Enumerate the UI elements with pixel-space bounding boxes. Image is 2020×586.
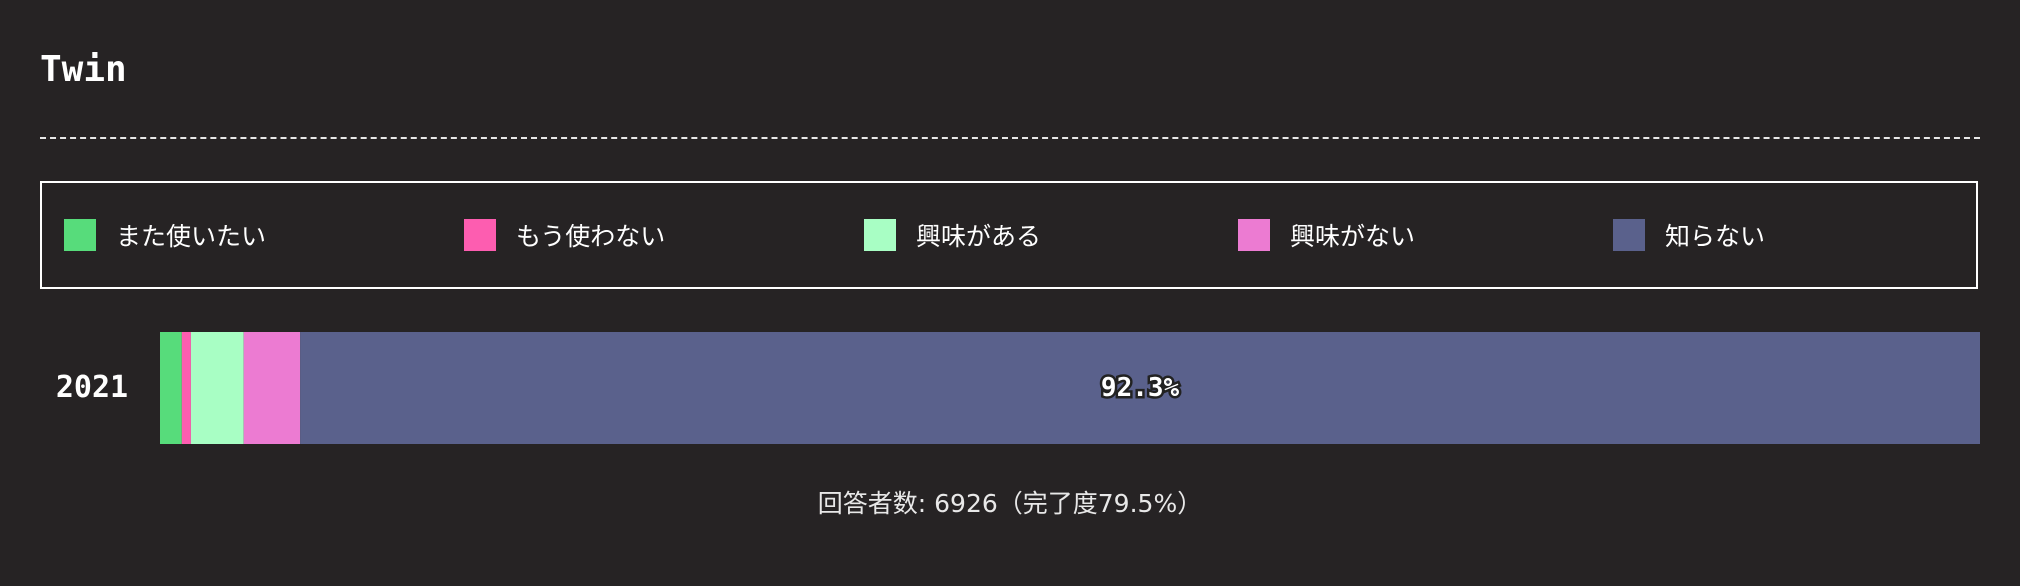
bar-segment-2[interactable] xyxy=(191,332,244,444)
bar-segment-3[interactable] xyxy=(244,332,300,444)
bar-segment-1[interactable] xyxy=(182,332,191,444)
bar-segment-label: 92.3% xyxy=(1101,373,1180,403)
legend: また使いたい もう使わない 興味がある 興味がない 知らない xyxy=(40,181,1978,289)
stacked-bar-chart: 92.3% xyxy=(160,332,1980,444)
divider xyxy=(40,137,1980,139)
legend-label: 興味がある xyxy=(916,217,1041,253)
legend-item-interested[interactable]: 興味がある xyxy=(864,183,1041,287)
respondent-count: 回答者数: 6926（完了度79.5%） xyxy=(0,484,2020,520)
legend-swatch xyxy=(64,219,96,251)
legend-item-not-interested[interactable]: 興味がない xyxy=(1238,183,1415,287)
legend-swatch xyxy=(464,219,496,251)
bar-segment-0[interactable] xyxy=(160,332,182,444)
category-label: 2021 xyxy=(40,332,144,444)
legend-item-unaware[interactable]: 知らない xyxy=(1613,183,1765,287)
legend-label: また使いたい xyxy=(116,217,266,253)
legend-swatch xyxy=(1238,219,1270,251)
legend-item-never-again[interactable]: もう使わない xyxy=(464,183,665,287)
legend-item-use-again[interactable]: また使いたい xyxy=(64,183,266,287)
chart-title: Twin xyxy=(40,46,127,94)
legend-label: 興味がない xyxy=(1290,217,1415,253)
legend-swatch xyxy=(1613,219,1645,251)
legend-label: 知らない xyxy=(1665,217,1765,253)
legend-label: もう使わない xyxy=(516,217,665,253)
legend-swatch xyxy=(864,219,896,251)
